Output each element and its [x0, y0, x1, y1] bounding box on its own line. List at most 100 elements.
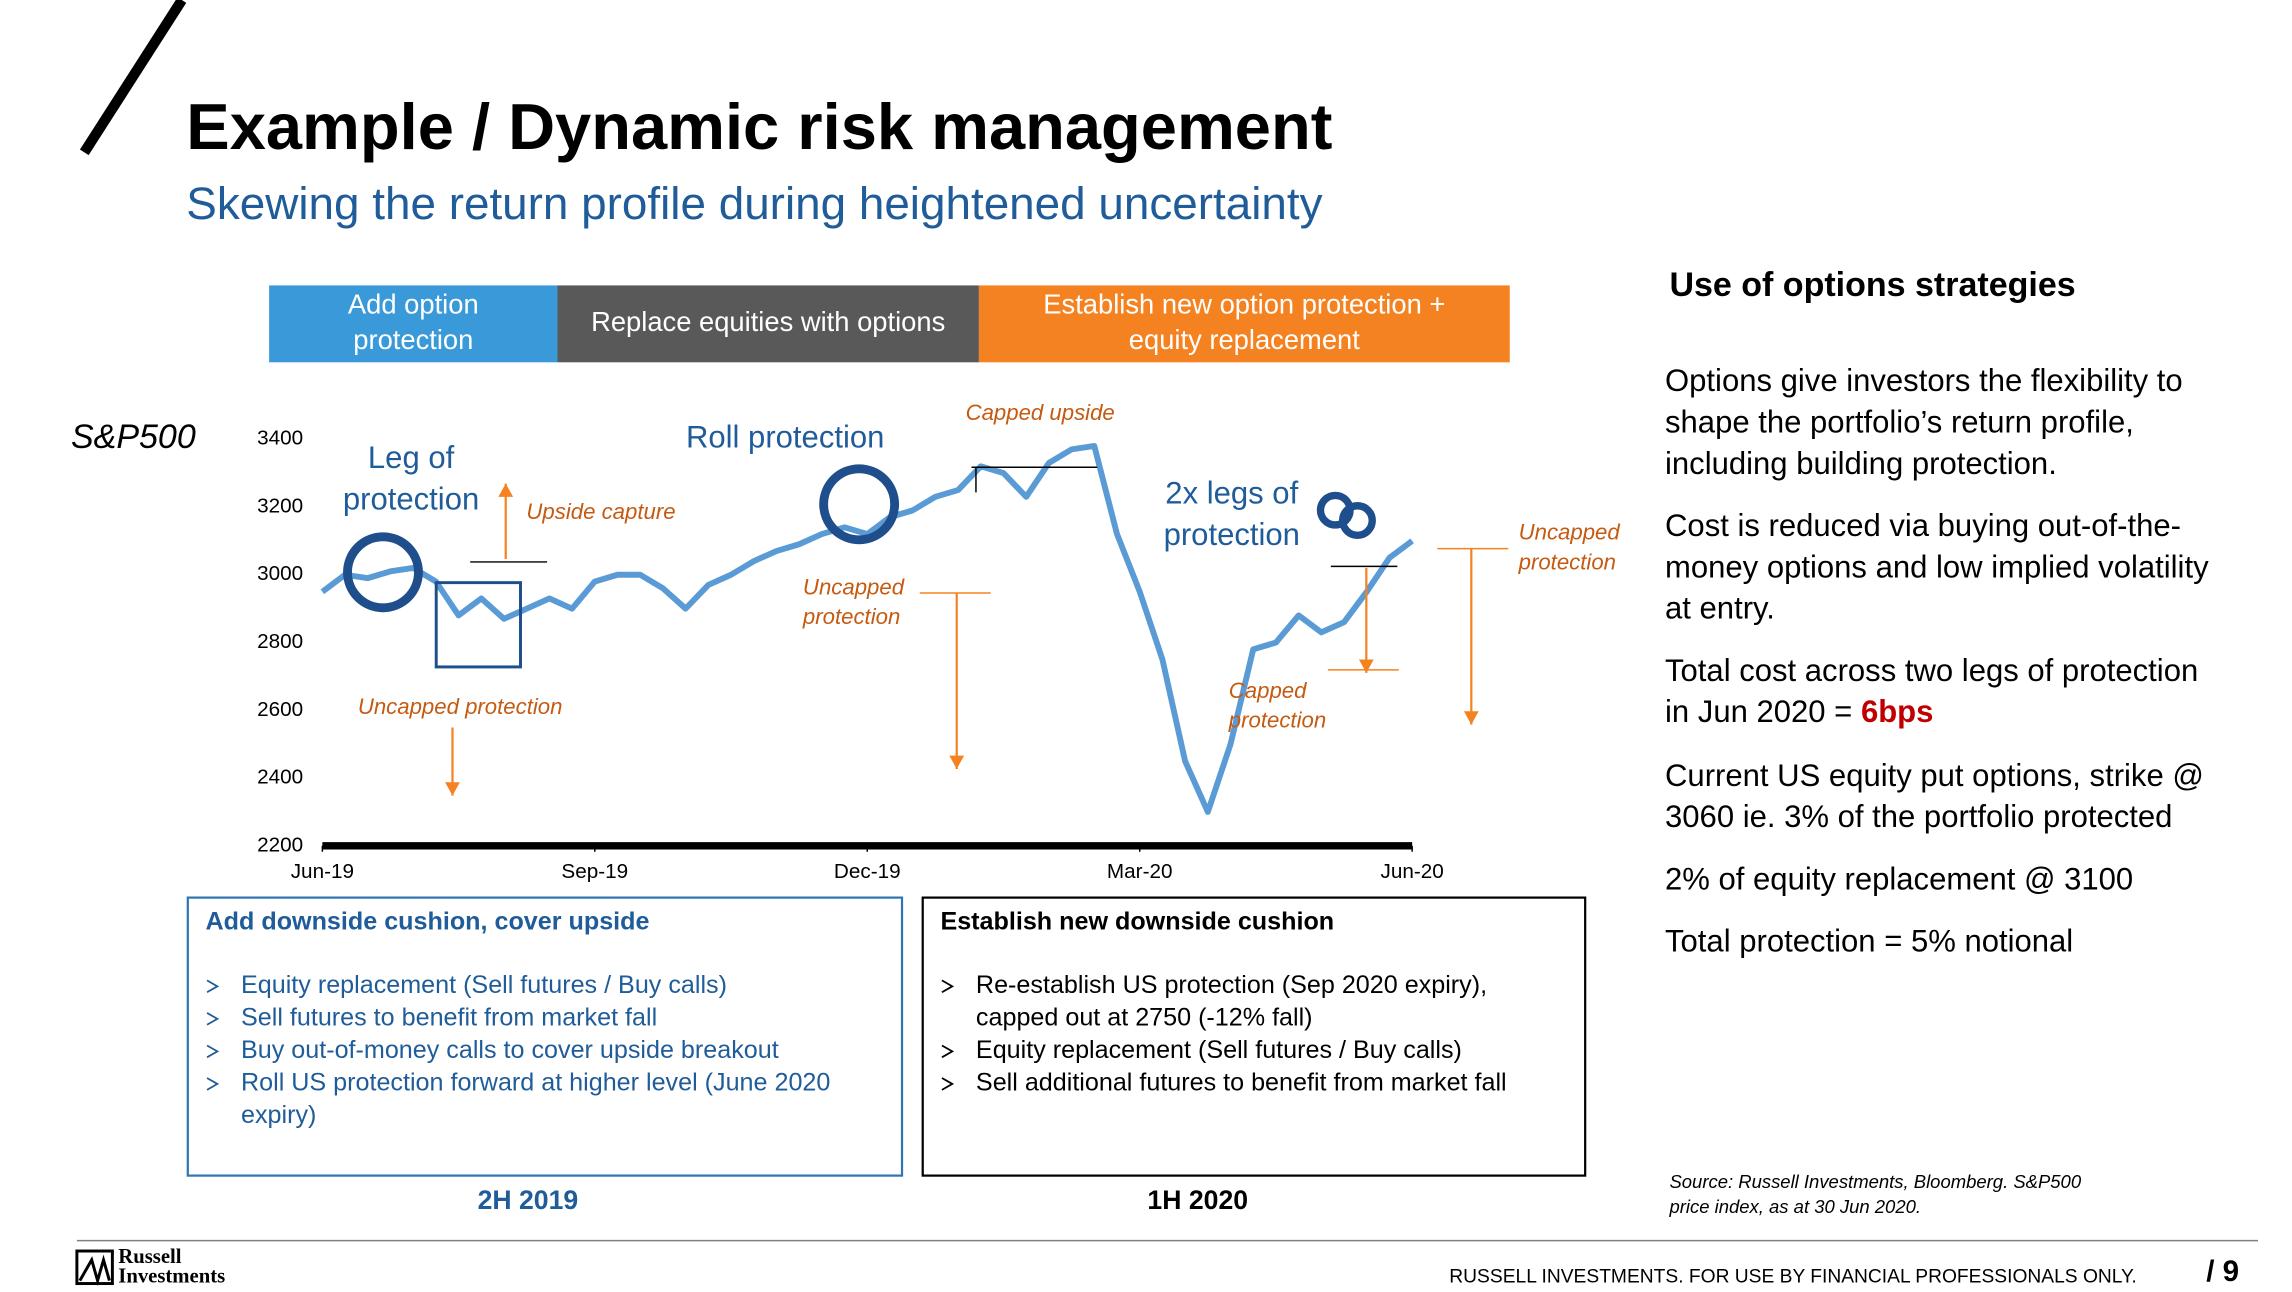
- bullet-text: expiry): [241, 1101, 316, 1129]
- phase-label: Replace equities with options: [591, 306, 945, 337]
- panel-text-line: Current US equity put options, strike @: [1665, 758, 2204, 793]
- panel-text-line: 2% of equity replacement @ 3100: [1665, 862, 2133, 897]
- bullet-text: Sell additional futures to benefit from …: [976, 1069, 1507, 1097]
- bullet-chevron: [941, 979, 955, 994]
- panel-text: 2% of equity replacement @ 3100: [1665, 862, 2133, 897]
- panel-text-line: 3060 ie. 3% of the portfolio protected: [1665, 799, 2172, 834]
- phase-box: [269, 285, 558, 363]
- bullet-chevron: [206, 979, 220, 994]
- x-tick-label: Sep-19: [561, 860, 628, 883]
- panel-text-line: Options give investors the flexibility t…: [1665, 363, 2183, 398]
- content: Add option protection Replace equities wit…: [71, 285, 1620, 1215]
- annotation: protection: [343, 482, 479, 517]
- phase-box: [978, 285, 1510, 363]
- x-tick-label: Dec-19: [834, 860, 901, 883]
- bullet-text: capped out at 2750 (-12% fall): [976, 1003, 1313, 1031]
- panel-text: shape the portfolio’s return profile,: [1665, 405, 2134, 440]
- annotation: protection: [1518, 549, 1616, 574]
- panel-text: including building protection.: [1665, 446, 2057, 481]
- y-tick-label: 2800: [257, 630, 303, 653]
- phase-label: protection: [353, 324, 473, 355]
- panel-text: in Jun 2020 = 6bps: [1665, 694, 1933, 729]
- panel-text-line: in Jun 2020 =: [1665, 694, 1861, 729]
- panel-text: money options and low implied volatility: [1665, 550, 2209, 585]
- annotation: Capped upside: [966, 400, 1115, 425]
- source-note: price index, as at 30 Jun 2020.: [1668, 1196, 1921, 1217]
- annotation: Capped: [1229, 678, 1307, 703]
- subtitle: Skewing the return profile during height…: [186, 178, 1322, 229]
- phase-label: Add option: [348, 288, 479, 319]
- panel-text: 3060 ie. 3% of the portfolio protected: [1665, 799, 2172, 834]
- arrow-head: [1358, 659, 1374, 673]
- phase-box: [557, 285, 979, 363]
- arrow-head: [1463, 711, 1479, 725]
- annotation: Roll protection: [686, 419, 884, 454]
- y-tick-label: 3200: [257, 494, 303, 517]
- annotation: Uncapped: [1519, 520, 1621, 545]
- text-box: [186, 896, 904, 1177]
- footer-notice: RUSSELL INVESTMENTS. FOR USE BY FINANCIA…: [1449, 1267, 2136, 1288]
- logo-icon: [75, 1249, 114, 1286]
- y-tick-label: 3400: [257, 427, 303, 450]
- y-tick-label: 2400: [257, 766, 303, 789]
- phase-label: Establish new option protection +: [1043, 288, 1445, 319]
- highlight-box: [434, 581, 522, 669]
- box-title: Establish new downside cushion: [940, 907, 1334, 935]
- annotation: protection: [1228, 707, 1326, 732]
- y-tick-label: 2200: [257, 833, 303, 856]
- panel: Options give investors the flexibility t…: [1665, 363, 2209, 1217]
- highlight-circle: [1338, 502, 1376, 540]
- panel-text: Current US equity put options, strike @: [1665, 758, 2204, 793]
- bullet-chevron: [941, 1044, 955, 1059]
- bullet-text: Equity replacement (Sell futures / Buy c…: [241, 971, 727, 999]
- panel-text-line: Cost is reduced via buying out-of-the-: [1665, 508, 2181, 543]
- bullet-text: Re-establish US protection (Sep 2020 exp…: [976, 971, 1487, 999]
- annotation: Uncapped protection: [358, 694, 563, 719]
- box-title: Add downside cushion, cover upside: [206, 907, 650, 935]
- panel-text-line: including building protection.: [1665, 446, 2057, 481]
- bullet-text: Buy out-of-money calls to cover upside b…: [241, 1036, 779, 1064]
- x-tick-label: Jun-19: [291, 860, 354, 883]
- annotation: protection: [1164, 517, 1300, 552]
- annotation: 2x legs of: [1165, 476, 1298, 511]
- source-note: Source: Russell Investments, Bloomberg. …: [1669, 1171, 2081, 1192]
- y-tick-label: 2600: [257, 698, 303, 721]
- text-box: [921, 896, 1587, 1177]
- highlight-circle: [819, 464, 900, 545]
- bullet-text: Equity replacement (Sell futures / Buy c…: [976, 1036, 1462, 1064]
- panel-text-line: Total protection = 5% notional: [1665, 924, 2073, 959]
- title-slash: [79, 0, 187, 156]
- period-label: 1H 2020: [1147, 1185, 1248, 1215]
- panel-text: at entry.: [1665, 591, 1775, 626]
- phase-label: equity replacement: [1129, 324, 1360, 355]
- x-tick-label: Jun-20: [1381, 860, 1444, 883]
- panel-text-line: shape the portfolio’s return profile,: [1665, 405, 2134, 440]
- highlight-circle: [343, 532, 423, 613]
- annotation: Uncapped: [803, 574, 905, 599]
- price-line: [320, 443, 1414, 815]
- panel-text: Total protection = 5% notional: [1665, 924, 2073, 959]
- page-number: / 9: [2206, 1255, 2239, 1288]
- panel-text-line: Total cost across two legs of protection: [1665, 653, 2198, 688]
- bullet-chevron: [206, 1044, 220, 1059]
- arrow-head: [498, 483, 514, 497]
- logo-text: Investments: [118, 1265, 225, 1287]
- annotation: protection: [802, 604, 900, 629]
- logo-text: Russell: [118, 1246, 181, 1268]
- period-label: 2H 2019: [478, 1185, 579, 1215]
- panel-text: Options give investors the flexibility t…: [1665, 363, 2183, 398]
- arrow-head: [445, 782, 460, 796]
- annotation: Leg of: [368, 440, 455, 475]
- panel-text: Cost is reduced via buying out-of-the-: [1665, 508, 2181, 543]
- panel-text-line: money options and low implied volatility: [1665, 550, 2209, 585]
- logo: Russell Investments: [75, 1246, 225, 1287]
- bullet-chevron: [206, 1077, 220, 1091]
- panel-text: Total cost across two legs of protection: [1665, 653, 2198, 688]
- y-axis-label: S&P500: [71, 418, 196, 456]
- logo-mark: [78, 1254, 111, 1286]
- annotation: Upside capture: [526, 499, 675, 524]
- arrow-head: [949, 755, 965, 769]
- bullet-chevron: [941, 1077, 955, 1091]
- y-tick-label: 3000: [257, 562, 303, 585]
